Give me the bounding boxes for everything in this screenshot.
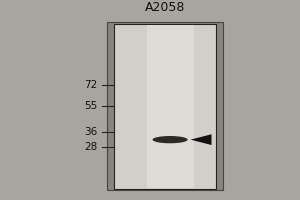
Text: 28: 28 bbox=[84, 142, 98, 152]
Bar bbox=[114, 24, 216, 189]
Text: 36: 36 bbox=[84, 127, 98, 137]
Text: 72: 72 bbox=[84, 80, 98, 90]
Ellipse shape bbox=[152, 136, 188, 143]
Bar bbox=[106, 22, 224, 190]
Bar bbox=[147, 25, 194, 188]
Text: A2058: A2058 bbox=[145, 1, 185, 14]
Text: 55: 55 bbox=[84, 101, 98, 111]
Polygon shape bbox=[190, 134, 212, 145]
